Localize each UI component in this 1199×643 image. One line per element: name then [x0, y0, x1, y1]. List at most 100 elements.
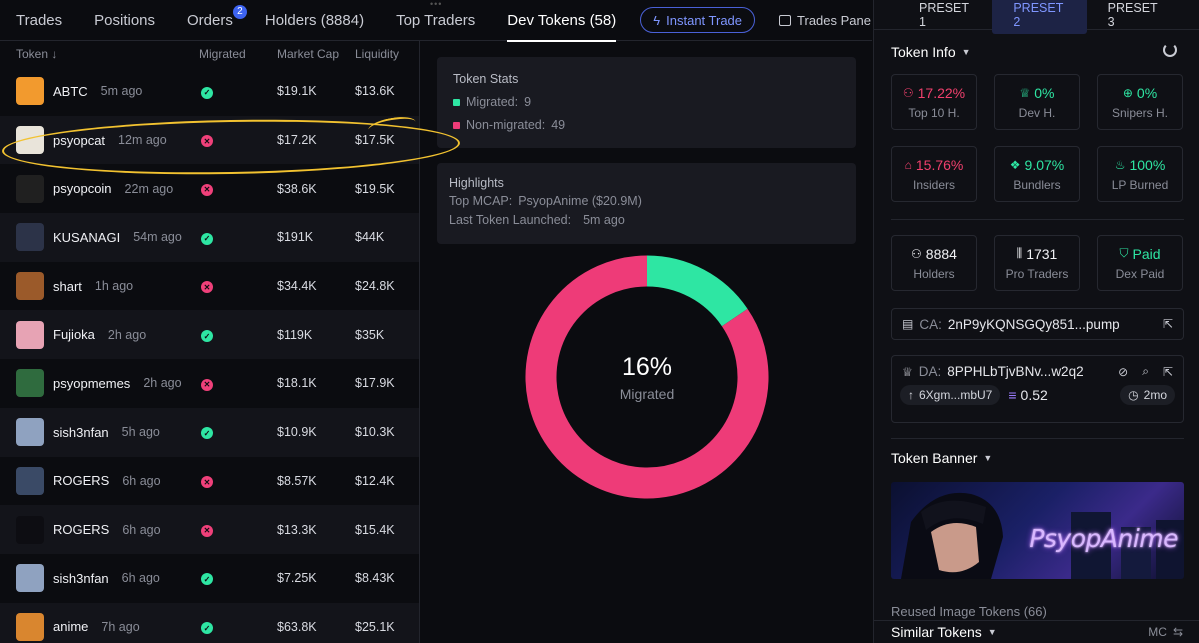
token-name[interactable]: sish3nfan: [53, 424, 109, 440]
token-name[interactable]: Fujioka: [53, 327, 95, 343]
users-icon: ⚇: [911, 246, 922, 261]
token-name[interactable]: psyopcoin: [53, 181, 112, 197]
token-avatar: [16, 77, 44, 106]
stat-label: Dev H.: [1018, 105, 1056, 120]
token-cell: ABTC 5m ago: [0, 77, 199, 106]
check-icon: ✓: [201, 622, 213, 635]
tab-positions[interactable]: Positions: [78, 0, 171, 41]
token-banner-header[interactable]: Token Banner ▼: [891, 450, 992, 466]
tab-dev-tokens[interactable]: Dev Tokens (58): [491, 0, 632, 42]
stat-label: Bundlers: [1013, 177, 1061, 192]
tab-trades[interactable]: Trades: [0, 0, 78, 41]
token-name[interactable]: sish3nfan: [53, 570, 109, 586]
token-name[interactable]: ABTC: [53, 83, 88, 99]
tab-holders[interactable]: Holders (8884): [249, 0, 380, 41]
non-migrated-label: Non-migrated:: [466, 118, 546, 132]
boxes-icon: ❖: [1009, 157, 1021, 172]
table-row[interactable]: psyopcoin 22m ago ✕ $38.6K $19.5K: [0, 164, 419, 213]
chef-hat-icon: ♕: [1019, 85, 1031, 100]
table-header: Token ↓ Migrated Market Cap Liquidity: [0, 41, 419, 67]
reused-image-tokens-header[interactable]: Reused Image Tokens (66): [891, 604, 1047, 619]
token-name[interactable]: psyopmemes: [53, 375, 131, 391]
stat-label: Holders: [913, 266, 955, 281]
right-info-panel: PRESET 1 PRESET 2 PRESET 3 Token Info ▼ …: [873, 0, 1199, 643]
migrated-cell: ✓: [199, 425, 277, 440]
crosshair-icon: ⊕: [1122, 85, 1133, 100]
market-cap-cell: $63.8K: [277, 619, 317, 634]
tab-orders[interactable]: Orders 2: [171, 0, 249, 41]
similar-tokens-header[interactable]: Similar Tokens ▼ MC ⇆: [874, 620, 1199, 643]
token-name[interactable]: ROGERS: [53, 473, 110, 489]
token-name[interactable]: KUSANAGI: [53, 229, 121, 245]
column-header-liquidity: Liquidity: [355, 47, 400, 61]
dev-age-value: 2mo: [1143, 388, 1167, 402]
migrated-cell: ✕: [199, 181, 277, 196]
external-link-icon[interactable]: ⇱: [1162, 364, 1173, 379]
stat-label: Insiders: [912, 177, 956, 192]
donut-svg: [525, 255, 769, 499]
divider: [891, 438, 1184, 439]
token-cell: ROGERS 6h ago: [0, 466, 199, 495]
liquidity-cell: $15.4K: [355, 522, 395, 537]
table-row[interactable]: sish3nfan 5h ago ✓ $10.9K $10.3K: [0, 407, 419, 457]
stat-label: Top 10 H.: [908, 105, 960, 120]
swap-icon[interactable]: ⇆: [1172, 625, 1183, 639]
preset-3-button[interactable]: PRESET 3: [1107, 0, 1158, 29]
hide-icon[interactable]: ⊘: [1118, 364, 1129, 379]
chef-hat-icon: ♕: [902, 364, 913, 379]
solana-icon: ≡: [1008, 387, 1017, 403]
table-row[interactable]: psyopcat 12m ago ✕ $17.2K $17.5K: [0, 115, 419, 165]
token-age: 1h ago: [94, 279, 134, 294]
token-avatar: [16, 418, 44, 447]
migrated-cell: ✕: [199, 474, 277, 489]
table-row[interactable]: anime 7h ago ✓ $63.8K $25.1K: [0, 602, 419, 643]
token-avatar: [16, 174, 44, 203]
token-name[interactable]: anime: [53, 619, 89, 635]
funded-from-pill[interactable]: ↑ 6Xgm...mbU7: [900, 385, 1001, 405]
flame-icon: ♨: [1114, 157, 1126, 172]
instant-trade-button[interactable]: ϟ Instant Trade: [640, 7, 756, 33]
token-info-header[interactable]: Token Info ▼: [891, 44, 971, 60]
table-row[interactable]: sish3nfan 6h ago ✓ $7.25K $8.43K: [0, 554, 419, 603]
table-row[interactable]: psyopmemes 2h ago ✕ $18.1K $17.9K: [0, 359, 419, 408]
migrated-stat: Migrated: 9: [453, 95, 840, 109]
preset-2-button[interactable]: PRESET 2: [992, 0, 1087, 34]
table-row[interactable]: KUSANAGI 54m ago ✓ $191K $44K: [0, 213, 419, 262]
stat-value: Paid: [1132, 245, 1161, 262]
liquidity-cell: $12.4K: [355, 473, 395, 488]
search-icon[interactable]: ⌕: [1142, 364, 1149, 378]
preset-1-button[interactable]: PRESET 1: [919, 0, 969, 29]
orders-count-badge: 2: [232, 4, 247, 19]
non-migrated-legend-swatch: [453, 121, 460, 129]
external-link-icon[interactable]: ⇱: [1162, 317, 1173, 331]
check-icon: ✓: [201, 427, 213, 440]
trades-panel-toggle[interactable]: Trades Pane: [779, 13, 871, 28]
token-info-stats-grid: ⚇ 17.22% Top 10 H. ♕ 0% Dev H. ⊕ 0% Snip…: [891, 74, 1184, 202]
tab-top-traders[interactable]: Top Traders: [380, 0, 491, 41]
token-cell: ROGERS 6h ago: [0, 515, 199, 544]
stat-card: ⚇ 8884 Holders: [891, 235, 977, 291]
candles-icon: ⫼: [1016, 246, 1023, 260]
panel-icon: [779, 14, 792, 26]
token-stats-card: Token Stats Migrated: 9 Non-migrated: 49: [437, 57, 856, 148]
table-row[interactable]: Fujioka 2h ago ✓ $119K $35K: [0, 310, 419, 360]
token-name[interactable]: ROGERS: [53, 522, 110, 538]
liquidity-cell: $24.8K: [355, 279, 395, 294]
table-row[interactable]: shart 1h ago ✕ $34.4K $24.8K: [0, 262, 419, 311]
table-row[interactable]: ROGERS 6h ago ✕ $13.3K $15.4K: [0, 505, 419, 554]
table-row[interactable]: ROGERS 6h ago ✕ $8.57K $12.4K: [0, 457, 419, 506]
contract-address-field[interactable]: ▤ CA: 2nP9yKQNSGQy851...pump ⇱: [891, 308, 1184, 340]
sort-mc-label[interactable]: MC: [1148, 625, 1167, 639]
similar-tokens-title: Similar Tokens: [891, 624, 982, 640]
table-row[interactable]: ABTC 5m ago ✓ $19.1K $13.6K: [0, 67, 419, 116]
token-name[interactable]: psyopcat: [53, 132, 106, 148]
refresh-icon[interactable]: [1163, 43, 1177, 57]
market-cap-cell: $191K: [277, 230, 314, 245]
market-cap-cell: $34.4K: [277, 279, 317, 294]
da-value[interactable]: 8PPHLbTjvBNv...w2q2: [947, 364, 1084, 379]
migration-donut-chart: 16% Migrated: [525, 255, 769, 499]
column-header-token[interactable]: Token ↓: [16, 47, 58, 61]
token-name[interactable]: shart: [53, 278, 82, 294]
drag-handle-icon[interactable]: •••: [430, 0, 444, 9]
token-age: 12m ago: [118, 133, 167, 148]
